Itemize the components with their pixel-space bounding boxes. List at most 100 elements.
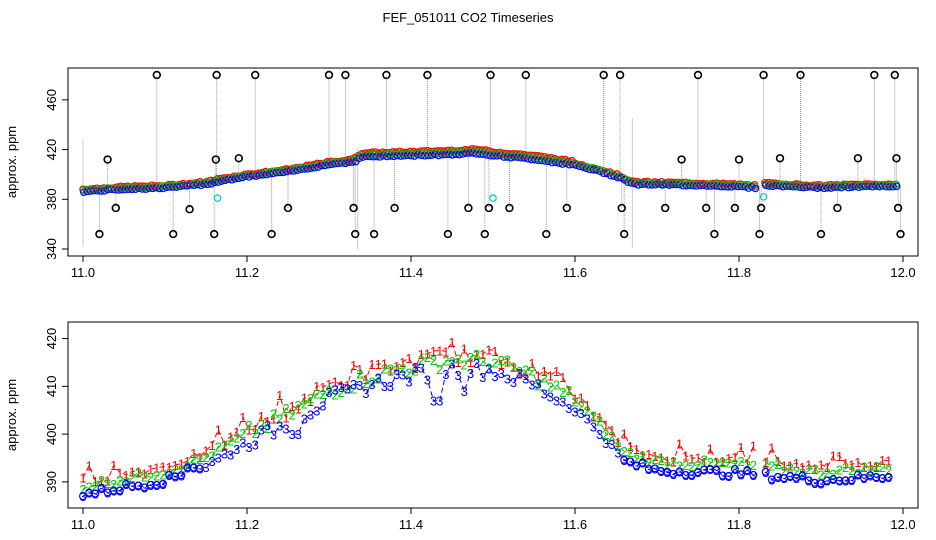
series-1-marker: 1 (799, 460, 806, 475)
series-1-marker: 1 (547, 368, 554, 383)
series-2-marker: 2 (307, 391, 314, 406)
series-2-marker: 2 (504, 352, 511, 367)
series-1-marker: 1 (541, 364, 548, 379)
series-3-marker: 3 (848, 473, 855, 488)
series-2-marker: 2 (602, 427, 609, 442)
series-1-marker: 1 (276, 388, 283, 403)
series-2-marker: 2 (338, 385, 345, 400)
series-1-marker: 1 (719, 454, 726, 469)
outlier-point (349, 203, 358, 213)
series-1-marker: 1 (522, 368, 529, 383)
series-1-marker: 1 (780, 458, 787, 473)
series-2-marker: 2 (159, 468, 166, 483)
outlier-point (423, 70, 432, 80)
series-3-marker: 3 (356, 378, 363, 393)
outlier-point (480, 229, 489, 239)
series-3-marker: 3 (288, 427, 295, 442)
series-3-marker: 3 (338, 380, 345, 395)
series-1-marker: 1 (830, 449, 837, 464)
outlier-point (710, 229, 719, 239)
series-1-marker: 1 (768, 441, 775, 456)
series-2-marker: 2 (553, 377, 560, 392)
series-2-marker: 2 (811, 461, 818, 476)
outlier-point (95, 229, 104, 239)
series-3-marker: 3 (547, 389, 554, 404)
outlier-point (759, 70, 768, 80)
series-3-marker: 3 (688, 468, 695, 483)
outlier-point (755, 229, 764, 239)
series-3-marker: 3 (190, 461, 197, 476)
series-3-marker: 3 (596, 427, 603, 442)
series-2-marker: 2 (442, 353, 449, 368)
series-1-marker: 1 (239, 410, 246, 425)
series-2-marker: 2 (172, 462, 179, 477)
series-1-marker: 1 (221, 437, 228, 452)
series-2-marker: 2 (368, 374, 375, 389)
series-3-marker: 3 (387, 379, 394, 394)
series-3-marker: 3 (332, 383, 339, 398)
series-1-marker: 1 (202, 444, 209, 459)
outlier-point (267, 229, 276, 239)
outlier-point (617, 203, 626, 213)
series-3-marker: 3 (381, 379, 388, 394)
bottom-xtick-label: 12.0 (890, 517, 915, 532)
series-3-circle (158, 479, 167, 488)
series-2-marker: 2 (491, 356, 498, 371)
series-1-marker: 1 (135, 464, 142, 479)
series-3-marker: 3 (110, 484, 117, 499)
bottom-xtick-label: 11.0 (71, 517, 95, 532)
series-2-marker: 2 (485, 360, 492, 375)
bottom-ylabel: approx. ppm (4, 379, 19, 451)
series-3-marker: 3 (651, 461, 658, 476)
series-2-marker: 2 (787, 461, 794, 476)
outlier-point (324, 70, 334, 80)
series-3-marker: 3 (209, 454, 216, 469)
series-1-marker: 1 (737, 440, 744, 455)
series-2-marker: 2 (104, 476, 111, 491)
series-3-marker: 3 (375, 371, 382, 386)
series-1-marker: 1 (725, 451, 732, 466)
series-2-marker: 2 (559, 385, 566, 400)
series-1-marker: 1 (122, 468, 129, 483)
series-2-marker: 2 (276, 411, 283, 426)
series-2-marker: 2 (215, 440, 222, 455)
series-2-marker: 2 (885, 463, 892, 478)
series-2-marker: 2 (221, 439, 228, 454)
series-1-marker: 1 (178, 457, 185, 472)
series-2-marker: 2 (147, 470, 154, 485)
series-2-marker: 2 (135, 465, 142, 480)
series-3-circle (115, 486, 124, 495)
series-2-marker: 2 (332, 387, 339, 402)
series-3-circle (91, 489, 100, 498)
series-2-marker: 2 (541, 371, 548, 386)
series-2-marker: 2 (799, 466, 806, 481)
series-3-marker: 3 (584, 412, 591, 427)
bottom-xtick-label: 11.4 (399, 517, 423, 532)
series-3-marker: 3 (202, 460, 209, 475)
series-2-marker: 2 (793, 464, 800, 479)
series-3-circle (183, 463, 192, 472)
series-1-marker: 1 (110, 458, 117, 473)
top-ylabel: approx. ppm (4, 126, 19, 198)
baseline-point-blue (751, 184, 760, 193)
series-1-marker: 1 (608, 423, 615, 438)
series-3-circle (730, 464, 739, 473)
bottom-ytick-label: 400 (44, 423, 59, 445)
series-2-marker: 2 (528, 364, 535, 379)
series-3-marker: 3 (258, 422, 265, 437)
series-2-marker: 2 (780, 464, 787, 479)
series-2-marker: 2 (516, 364, 523, 379)
series-3-marker: 3 (301, 411, 308, 426)
outlier-point (283, 203, 293, 213)
series-1-marker: 1 (436, 344, 443, 359)
series-1-marker: 1 (258, 409, 265, 424)
series-3-marker: 3 (172, 469, 179, 484)
series-3-circle (884, 472, 893, 481)
series-3-marker: 3 (553, 394, 560, 409)
series-3-marker: 3 (787, 469, 794, 484)
series-3-marker: 3 (442, 367, 449, 382)
series-1-marker: 1 (627, 439, 634, 454)
series-2-marker: 2 (621, 444, 628, 459)
series-3-marker: 3 (873, 470, 880, 485)
series-3-marker: 3 (694, 465, 701, 480)
